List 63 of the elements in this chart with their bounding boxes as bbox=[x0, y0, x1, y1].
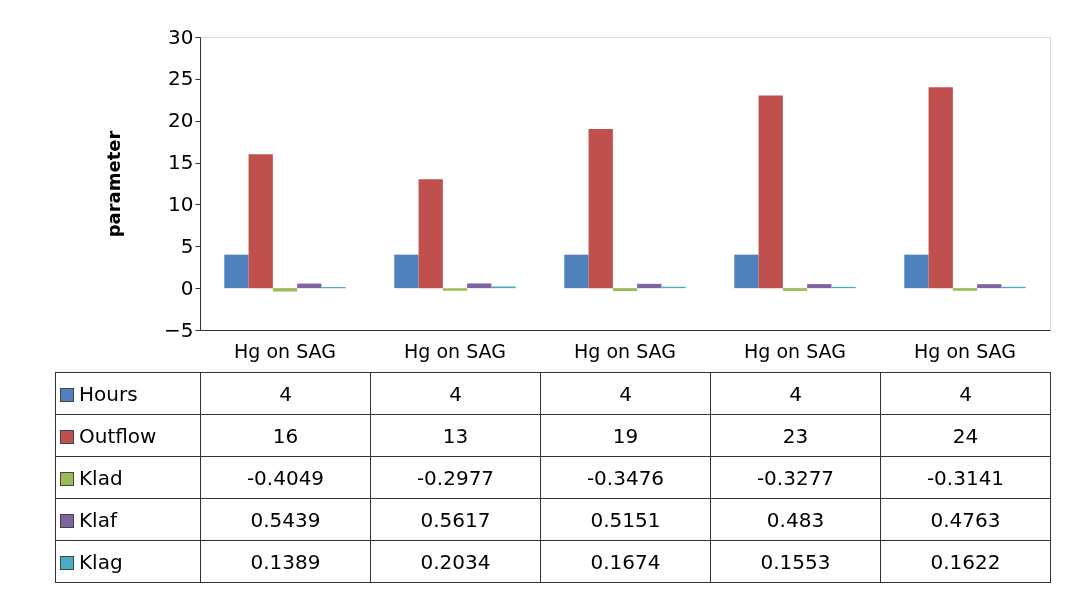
y-tick-label: 25 bbox=[168, 66, 194, 91]
legend-label: Outflow bbox=[55, 414, 201, 457]
data-label: -0.3277 bbox=[710, 456, 881, 499]
y-tick-label: 20 bbox=[168, 108, 194, 133]
x-tick-label: Hg on SAG bbox=[914, 339, 1016, 362]
bar bbox=[952, 288, 978, 291]
y-tick-label: 0 bbox=[180, 275, 194, 300]
data-label: -0.4049 bbox=[200, 456, 371, 499]
bar bbox=[734, 254, 759, 289]
data-label: 16 bbox=[200, 414, 371, 457]
legend-label: Hours bbox=[55, 372, 201, 415]
bar bbox=[977, 284, 1002, 289]
data-label: 0.1622 bbox=[880, 540, 1051, 583]
bar bbox=[467, 283, 492, 289]
x-tick-label: Hg on SAG bbox=[744, 339, 846, 362]
x-tick-label: Hg on SAG bbox=[574, 339, 676, 362]
bar bbox=[588, 129, 613, 289]
bar bbox=[782, 288, 808, 291]
legend-label: Klaf bbox=[55, 498, 201, 541]
data-label: 13 bbox=[370, 414, 541, 457]
data-label: -0.2977 bbox=[370, 456, 541, 499]
bar bbox=[418, 179, 443, 289]
data-label: -0.3141 bbox=[880, 456, 1051, 499]
bar bbox=[394, 254, 419, 289]
x-tick-label: Hg on SAG bbox=[404, 339, 506, 362]
data-label: 0.5439 bbox=[200, 498, 371, 541]
data-label: 0.4763 bbox=[880, 498, 1051, 541]
bar bbox=[807, 284, 832, 289]
bar bbox=[904, 254, 929, 289]
bar bbox=[928, 87, 953, 289]
data-label: 4 bbox=[710, 372, 881, 415]
bar bbox=[612, 288, 638, 292]
bar bbox=[637, 283, 662, 289]
y-axis-title: parameter bbox=[103, 130, 125, 238]
bar bbox=[248, 154, 273, 289]
y-tick-label: −5 bbox=[164, 317, 194, 342]
y-tick-label: 30 bbox=[168, 24, 194, 49]
data-label: 0.1389 bbox=[200, 540, 371, 583]
data-label: 24 bbox=[880, 414, 1051, 457]
bar bbox=[272, 288, 298, 292]
bar bbox=[224, 254, 249, 289]
legend-label: Klad bbox=[55, 456, 201, 499]
x-tick-label: Hg on SAG bbox=[234, 339, 336, 362]
data-label: 0.5617 bbox=[370, 498, 541, 541]
bar bbox=[564, 254, 589, 289]
data-label: 0.2034 bbox=[370, 540, 541, 583]
data-label: 4 bbox=[370, 372, 541, 415]
y-tick-label: 10 bbox=[168, 191, 194, 216]
data-label: 0.1553 bbox=[710, 540, 881, 583]
data-label: -0.3476 bbox=[540, 456, 711, 499]
legend-label: Klag bbox=[55, 540, 201, 583]
data-label: 0.483 bbox=[710, 498, 881, 541]
data-label: 0.5151 bbox=[540, 498, 711, 541]
data-label: 19 bbox=[540, 414, 711, 457]
bar bbox=[442, 288, 468, 291]
data-label: 4 bbox=[200, 372, 371, 415]
data-label: 4 bbox=[880, 372, 1051, 415]
data-label: 23 bbox=[710, 414, 881, 457]
y-tick-label: 5 bbox=[180, 233, 194, 258]
y-tick-label: 15 bbox=[168, 150, 194, 175]
data-label: 4 bbox=[540, 372, 711, 415]
bar bbox=[758, 95, 783, 289]
data-label: 0.1674 bbox=[540, 540, 711, 583]
